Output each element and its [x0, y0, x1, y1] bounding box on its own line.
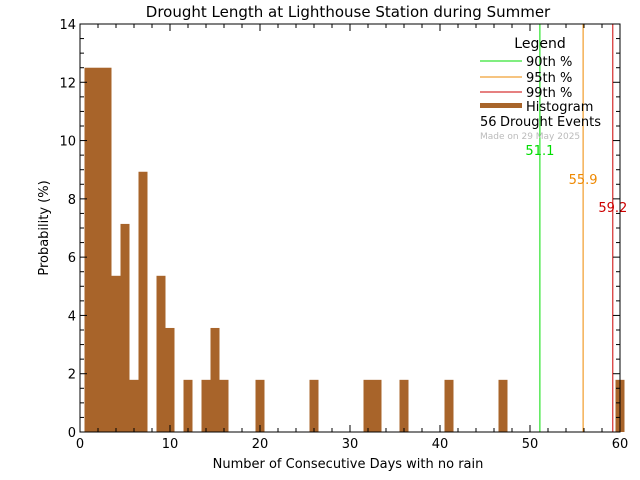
histogram-bar-6	[129, 379, 139, 432]
legend-title: Legend	[514, 36, 565, 52]
histogram-bar-47	[498, 379, 508, 432]
y-tick-label: 12	[59, 76, 76, 91]
histogram-bar-16	[219, 379, 229, 432]
histogram-bar-12	[183, 379, 193, 432]
histogram-bar-41	[444, 379, 454, 432]
legend-histogram-label: Histogram	[526, 100, 593, 115]
histogram-bar-1	[84, 67, 94, 432]
made-on-note: Made on 29 May 2025	[480, 132, 580, 142]
y-tick-label: 14	[59, 18, 76, 33]
histogram-bar-4	[111, 275, 121, 432]
legend-event-count: 56	[480, 115, 497, 130]
x-tick-label: 30	[342, 437, 359, 452]
histogram-bar-32	[363, 379, 373, 432]
chart-title: Drought Length at Lighthouse Station dur…	[146, 3, 551, 21]
histogram-bar-15	[210, 327, 220, 432]
histogram-bar-36	[399, 379, 409, 432]
x-tick-label: 60	[612, 437, 629, 452]
y-tick-label: 6	[68, 251, 76, 266]
histogram-bar-20	[255, 379, 265, 432]
y-tick-label: 2	[68, 368, 76, 383]
legend-90th-label: 90th %	[526, 55, 572, 70]
legend-event-count-label: Drought Events	[500, 115, 601, 130]
histogram-bar-2	[93, 67, 103, 432]
percentile-label-1: 55.9	[569, 173, 598, 188]
histogram-bar-26	[309, 379, 319, 432]
x-tick-label: 10	[162, 437, 179, 452]
histogram-bar-9	[156, 275, 166, 432]
histogram-bar-3	[102, 67, 112, 432]
legend-95th-label: 95th %	[526, 71, 572, 86]
percentile-lines: 51.1 55.959.2	[525, 24, 627, 432]
legend: Legend 90th % 95th % 99th % Histogram 56…	[480, 36, 601, 142]
legend-histogram-swatch	[480, 103, 522, 108]
percentile-label-2: 59.2	[598, 201, 627, 216]
y-axis-label: Probability (%)	[37, 180, 52, 275]
histogram-bar-10	[165, 327, 175, 432]
x-tick-label: 20	[252, 437, 269, 452]
x-tick-label: 0	[76, 437, 84, 452]
y-tick-label: 8	[68, 193, 76, 208]
histogram-bar-33	[372, 379, 382, 432]
axis-ticks: 0 10 20 30 40 50 60 0 2 4 6 8 10 12 14	[59, 18, 628, 452]
y-tick-label: 0	[68, 426, 76, 441]
percentile-label-0: 51.1	[525, 144, 554, 159]
x-axis-label: Number of Consecutive Days with no rain	[213, 457, 484, 472]
y-tick-label: 10	[59, 135, 76, 150]
histogram-bar-7	[138, 171, 148, 433]
legend-99th-label: 99th %	[526, 86, 572, 101]
histogram-bar-5	[120, 223, 130, 432]
histogram-bar-14	[201, 379, 211, 432]
y-tick-label: 4	[68, 309, 76, 324]
x-tick-label: 40	[432, 437, 449, 452]
x-tick-label: 50	[522, 437, 539, 452]
histogram-bars	[84, 67, 625, 433]
